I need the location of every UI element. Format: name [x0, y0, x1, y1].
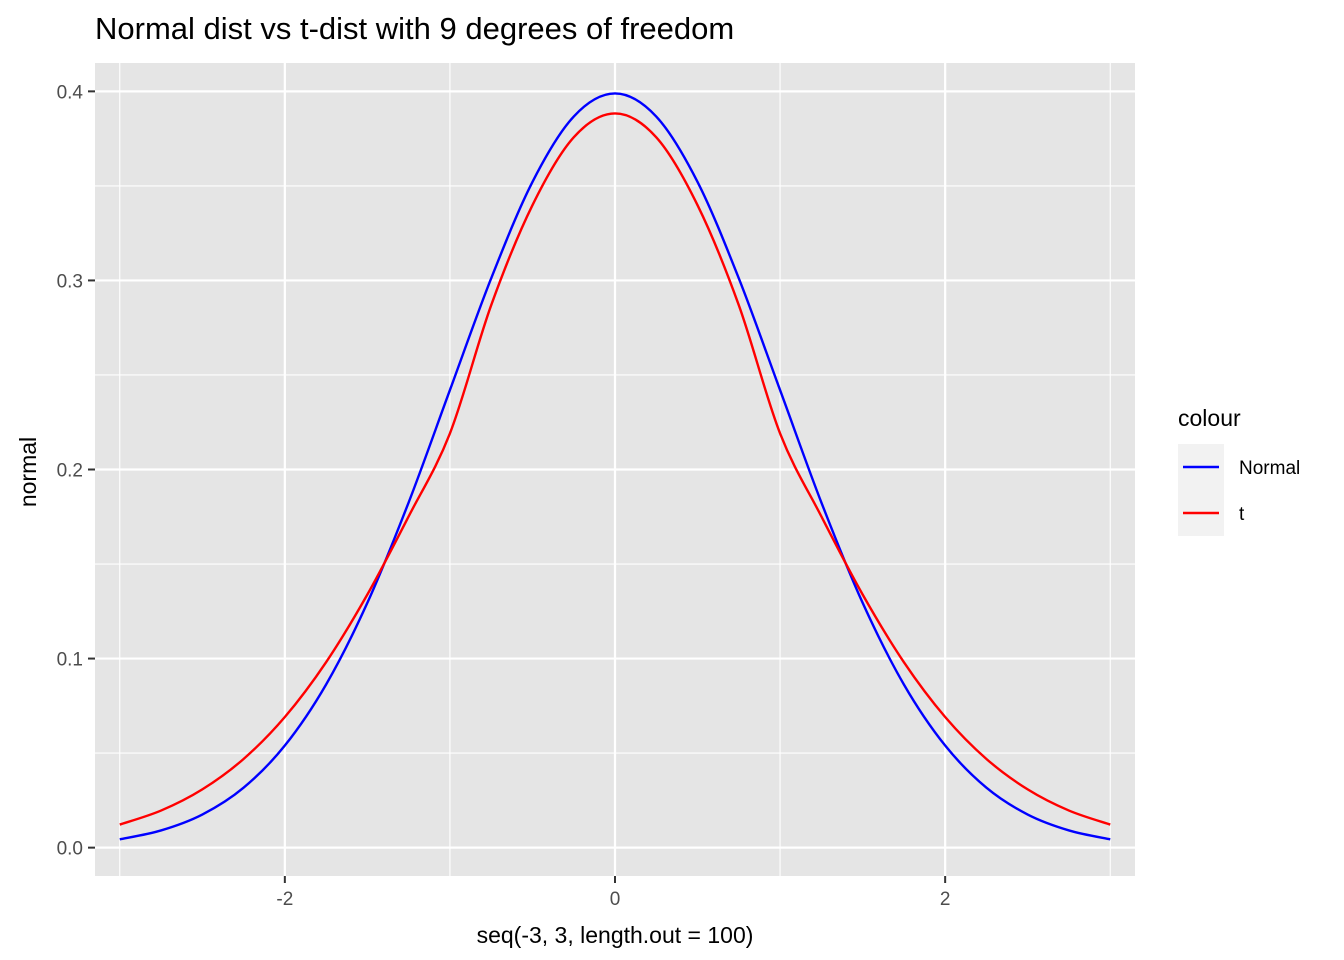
legend-title: colour	[1178, 405, 1241, 431]
y-axis: 0.0 0.1 0.2 0.3 0.4	[57, 82, 95, 860]
legend-key-background	[1178, 444, 1224, 536]
y-tick-label: 0.2	[57, 461, 83, 482]
y-tick-label: 0.3	[57, 271, 83, 292]
x-tick-label: -2	[276, 889, 293, 910]
legend-label-normal: Normal	[1239, 458, 1300, 479]
series-lines	[119, 92, 1111, 841]
y-tick-label: 0.4	[57, 82, 84, 103]
legend: colour Normal t	[1178, 405, 1300, 536]
series-line-normal	[119, 92, 1111, 841]
x-axis-title: seq(-3, 3, length.out = 100)	[477, 922, 754, 948]
chart-title: Normal dist vs t-dist with 9 degrees of …	[95, 11, 734, 46]
grid-major	[95, 63, 1135, 876]
y-tick-label: 0.1	[57, 650, 83, 671]
y-tick-label: 0.0	[57, 839, 83, 860]
series-line-t	[119, 112, 1111, 826]
y-axis-title: normal	[15, 437, 41, 507]
x-axis: -2 0 2	[276, 876, 950, 910]
x-tick-label: 2	[940, 889, 951, 910]
x-tick-label: 0	[610, 889, 621, 910]
legend-label-t: t	[1239, 504, 1245, 525]
